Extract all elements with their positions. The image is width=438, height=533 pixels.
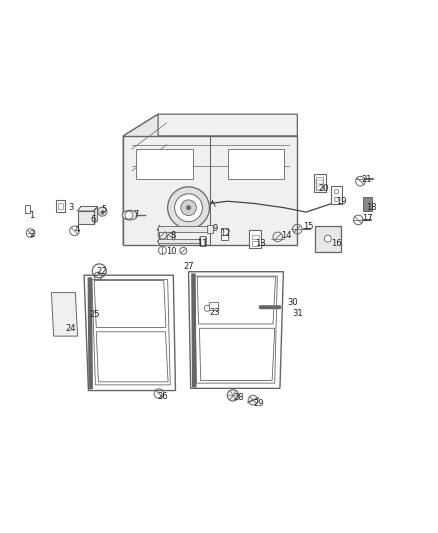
Bar <box>363 197 372 211</box>
Polygon shape <box>51 293 78 336</box>
Bar <box>221 228 228 240</box>
Bar <box>200 236 205 246</box>
Text: 21: 21 <box>362 175 372 184</box>
Text: 9: 9 <box>212 224 217 233</box>
Text: 16: 16 <box>331 239 342 248</box>
Text: 19: 19 <box>336 197 346 206</box>
Text: 5: 5 <box>101 205 106 214</box>
Text: 14: 14 <box>281 231 292 240</box>
Text: 8: 8 <box>171 231 176 240</box>
Bar <box>315 225 341 252</box>
Text: 28: 28 <box>233 393 244 402</box>
Polygon shape <box>188 272 283 389</box>
Circle shape <box>175 194 202 222</box>
Text: 6: 6 <box>90 215 95 224</box>
Text: 22: 22 <box>96 267 107 276</box>
Text: 27: 27 <box>183 262 194 271</box>
Text: 10: 10 <box>166 247 177 256</box>
Text: 15: 15 <box>303 222 314 231</box>
Circle shape <box>181 200 196 215</box>
Bar <box>136 149 193 180</box>
Text: 26: 26 <box>157 392 168 401</box>
Polygon shape <box>96 332 168 382</box>
Text: 11: 11 <box>197 239 208 248</box>
Bar <box>252 241 258 246</box>
Polygon shape <box>197 277 276 324</box>
Bar <box>331 187 342 204</box>
Text: 17: 17 <box>362 214 372 223</box>
Circle shape <box>125 211 133 219</box>
Bar <box>317 180 322 184</box>
Polygon shape <box>123 114 297 136</box>
Polygon shape <box>84 275 176 391</box>
Text: 23: 23 <box>209 308 220 317</box>
Ellipse shape <box>122 211 138 220</box>
Polygon shape <box>94 280 166 327</box>
Polygon shape <box>98 207 107 216</box>
Text: 25: 25 <box>90 310 100 319</box>
Text: 4: 4 <box>75 225 80 234</box>
Text: 3: 3 <box>68 203 74 212</box>
Bar <box>25 205 30 213</box>
Bar <box>58 203 63 209</box>
Text: 13: 13 <box>255 239 266 248</box>
Bar <box>199 237 205 245</box>
Bar <box>314 174 326 192</box>
Polygon shape <box>199 328 275 381</box>
Bar <box>208 302 218 310</box>
Text: 12: 12 <box>220 229 231 238</box>
Bar <box>123 136 297 245</box>
Text: 29: 29 <box>253 399 263 408</box>
Text: 30: 30 <box>287 298 297 306</box>
Circle shape <box>168 187 209 229</box>
Text: 20: 20 <box>318 184 328 192</box>
Bar <box>78 211 94 224</box>
Bar <box>207 225 213 233</box>
Polygon shape <box>94 206 98 224</box>
Bar <box>259 305 280 308</box>
Bar <box>252 235 258 239</box>
Circle shape <box>186 206 191 210</box>
Bar <box>316 177 323 190</box>
Text: 24: 24 <box>66 324 76 333</box>
Text: 2: 2 <box>29 230 35 239</box>
Circle shape <box>324 235 331 242</box>
Text: 31: 31 <box>292 309 303 318</box>
Text: 7: 7 <box>134 210 139 219</box>
Text: 18: 18 <box>366 203 377 212</box>
Bar <box>250 230 261 248</box>
Text: 1: 1 <box>29 211 35 220</box>
Circle shape <box>227 390 239 401</box>
Bar <box>56 200 65 212</box>
Bar <box>228 149 284 180</box>
Polygon shape <box>123 114 158 245</box>
Bar <box>158 227 210 232</box>
Polygon shape <box>78 206 98 211</box>
Bar <box>158 239 204 244</box>
Bar <box>317 185 322 189</box>
